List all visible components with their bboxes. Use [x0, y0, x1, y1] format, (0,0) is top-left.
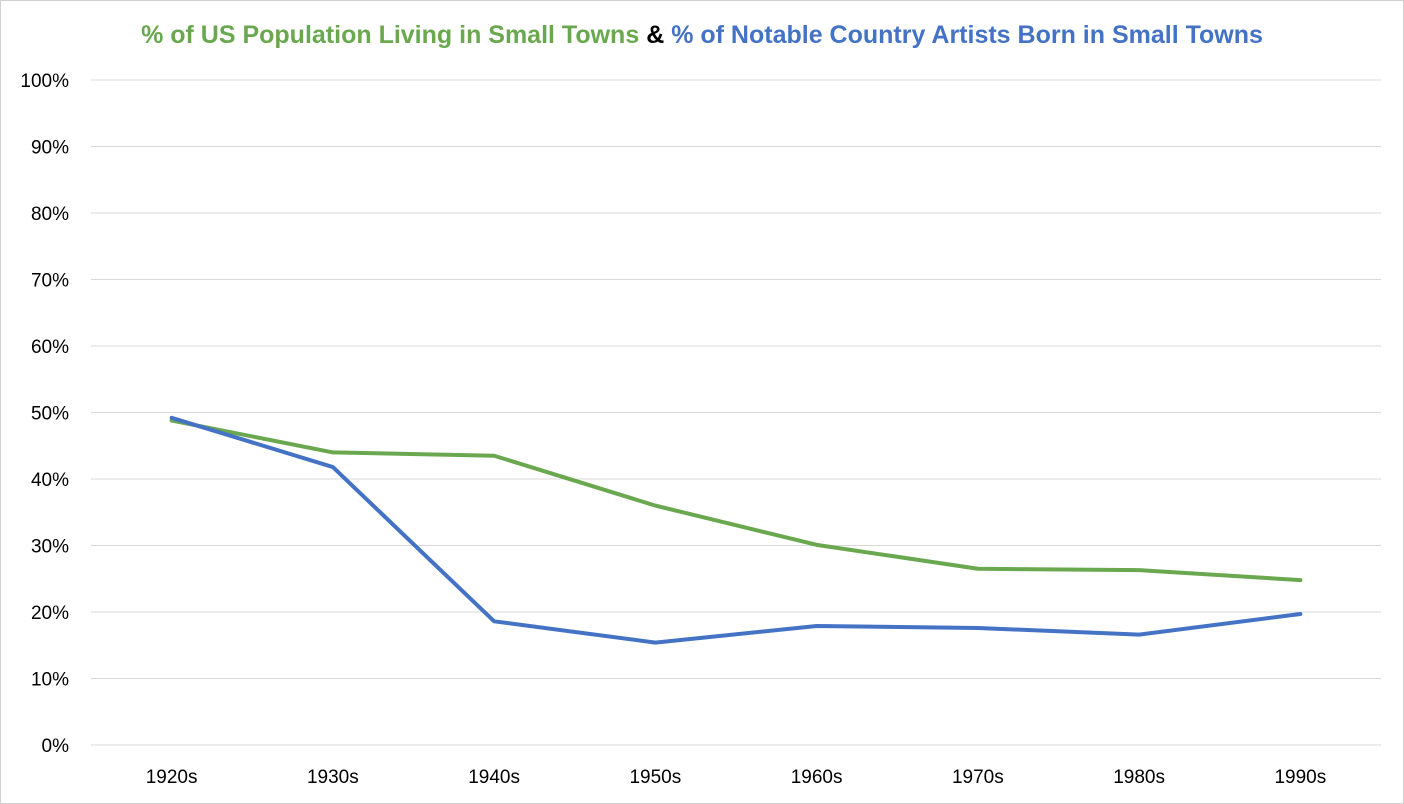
series-lines — [169, 415, 1303, 645]
x-tick-label-1930s: 1930s — [307, 767, 359, 788]
y-tick-label-6: 60% — [31, 337, 69, 358]
y-tick-label-0: 0% — [42, 736, 70, 757]
x-tick-label-1960s: 1960s — [791, 767, 843, 788]
y-axis-ticks: 0% 10% 20% 30% 40% 50% 60% 70% 80% 90% 100% — [20, 71, 69, 757]
chart-title: % of US Population Living in Small Towns… — [1, 21, 1403, 50]
y-tick-label-9: 90% — [31, 138, 69, 159]
x-axis-ticks: 1920s 1930s 1940s 1950s 1960s 1970s 1980s 1990s — [146, 767, 1327, 788]
y-tick-label-1: 10% — [31, 670, 69, 691]
x-tick-label-1940s: 1940s — [468, 767, 520, 788]
y-tick-label-4: 40% — [31, 470, 69, 491]
title-part-ampersand: & — [639, 21, 672, 49]
y-tick-label-10: 100% — [20, 71, 69, 92]
y-tick-label-3: 30% — [31, 537, 69, 558]
y-tick-label-2: 20% — [31, 603, 69, 624]
series-line-2 — [169, 415, 1303, 645]
y-tick-label-8: 80% — [31, 204, 69, 225]
title-part-green: % of US Population Living in Small Towns — [141, 21, 640, 49]
x-tick-label-1920s: 1920s — [146, 767, 198, 788]
x-tick-label-1980s: 1980s — [1113, 767, 1165, 788]
series-line-1 — [169, 418, 1303, 583]
x-tick-label-1990s: 1990s — [1274, 767, 1326, 788]
grid-lines — [91, 79, 1381, 746]
y-tick-label-7: 70% — [31, 271, 69, 292]
x-tick-label-1970s: 1970s — [952, 767, 1004, 788]
y-tick-label-5: 50% — [31, 404, 69, 425]
x-tick-label-1950s: 1950s — [629, 767, 681, 788]
title-part-blue: % of Notable Country Artists Born in Sma… — [671, 21, 1263, 49]
